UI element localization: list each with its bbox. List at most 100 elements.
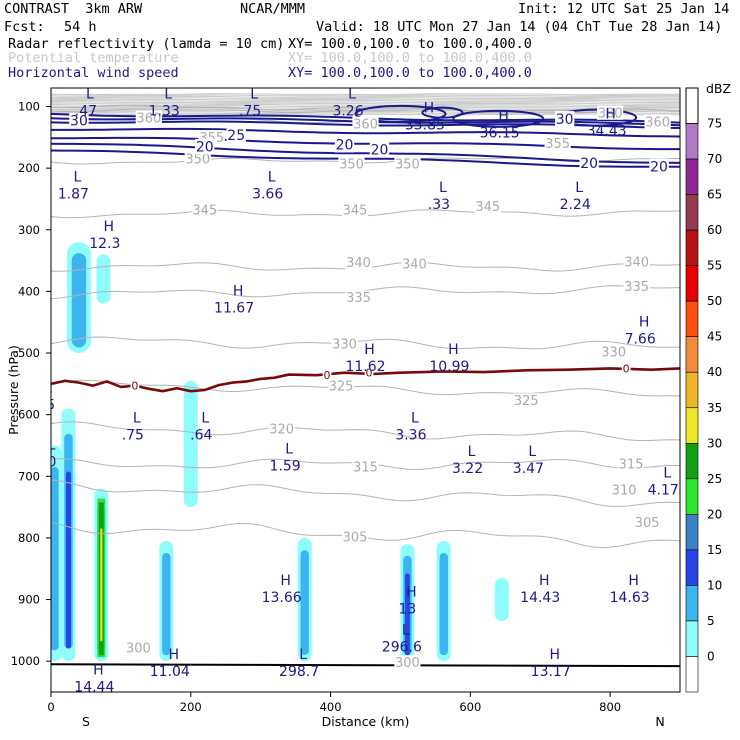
extremum-value-17: .75 <box>122 428 144 444</box>
colorbar-label-0: 0 <box>707 649 715 663</box>
colorbar-label-55: 55 <box>707 259 722 273</box>
colorbar-label-65: 65 <box>707 188 722 202</box>
extremum-type-21: L <box>468 444 476 460</box>
reflectivity-peak-8 <box>404 573 410 656</box>
colorbar-cap-top <box>685 87 699 125</box>
theta-label-18: 330 <box>601 345 626 360</box>
theta-contour-325 <box>51 379 680 397</box>
extremum-type-28: H <box>628 573 639 589</box>
wind-label-1-bg <box>226 127 246 143</box>
theta-label-27: 300 <box>126 641 151 656</box>
y-tick-label-8: 900 <box>18 593 40 607</box>
theta-stratosphere-0 <box>51 93 680 96</box>
theta-contour-330 <box>51 336 680 350</box>
wind-label-5-bg <box>555 111 575 127</box>
theta-label-2: 360 <box>353 117 378 132</box>
extremum-value-33: 298.7 <box>279 664 319 680</box>
field-name-wind: Horizontal wind speed <box>8 65 179 81</box>
extremum-value-24: 00 <box>39 455 57 471</box>
colorbar-label-20: 20 <box>707 507 722 521</box>
theta-label-12-bg <box>345 255 372 270</box>
theta-label-0-bg <box>597 105 624 120</box>
theta-contour-upper-370 <box>51 108 680 114</box>
freezing-label-3-bg <box>621 362 631 375</box>
extremum-type-23: L <box>663 465 671 481</box>
colorbar-swatch-15 <box>685 656 699 693</box>
y-tick-label-1: 200 <box>18 161 40 175</box>
theta-label-10-bg <box>341 202 369 218</box>
theta-label-22-bg <box>352 459 379 475</box>
field-xy-theta: XY= 100.0,100.0 to 100.0,400.0 <box>288 50 532 66</box>
wind-jet-core-3 <box>421 106 464 119</box>
theta-label-25-bg <box>634 515 661 530</box>
valid-time: Valid: 18 UTC Mon 27 Jan 14 (04 ChT Tue … <box>316 19 723 35</box>
theta-stratosphere-7 <box>51 102 680 105</box>
theta-label-16: 335 <box>624 280 649 295</box>
reflectivity-core-5 <box>162 553 171 656</box>
theta-label-1: 360 <box>136 111 161 126</box>
theta-label-17-bg <box>331 336 358 351</box>
theta-label-11-bg <box>474 199 501 214</box>
theta-label-19: 325 <box>329 379 354 394</box>
theta-label-17: 330 <box>332 337 357 352</box>
theta-label-16-bg <box>623 279 650 294</box>
extremum-value-26: 13 <box>399 601 417 617</box>
extremum-type-27: H <box>539 573 550 589</box>
reflectivity-35-4 <box>100 528 103 642</box>
extremum-value-23: 4.17 <box>648 482 679 498</box>
theta-label-6: 350 <box>185 153 210 168</box>
freezing-label-2-bg <box>364 366 374 379</box>
y-axis-title: Pressure (hPa) <box>6 345 21 435</box>
extremum-value-27: 14.43 <box>520 590 560 606</box>
theta-label-14-bg <box>623 254 650 269</box>
colorbar-label-45: 45 <box>707 330 722 344</box>
extremum-value-9: .33 <box>428 197 450 213</box>
extremum-type-26: H <box>406 584 417 600</box>
extremum-value-3: 3.26 <box>332 103 363 119</box>
theta-label-24-bg <box>610 482 638 497</box>
wind-label-0-bg <box>69 112 89 129</box>
colorbar-label-30: 30 <box>707 436 722 450</box>
colorbar-swatch-7 <box>685 371 699 409</box>
theta-label-0: 380 <box>598 106 623 121</box>
theta-label-21: 320 <box>269 423 294 438</box>
extremum-type-24: L <box>48 438 56 454</box>
theta-label-7: 350 <box>339 157 364 172</box>
colorbar-label-15: 15 <box>707 543 722 557</box>
theta-label-25: 305 <box>635 516 660 531</box>
wind-label-1: 25 <box>227 128 245 144</box>
extremum-type-0: L <box>86 86 94 102</box>
x-tick-label-2: 400 <box>320 700 342 714</box>
wind-label-7-bg <box>649 158 669 174</box>
extremum-value-28: 14.63 <box>610 590 650 606</box>
theta-label-13-bg <box>401 256 428 271</box>
colorbar-swatch-11 <box>685 514 699 551</box>
field-name-theta: Potential temperature <box>8 50 179 66</box>
wind-label-0: 30 <box>70 114 88 130</box>
theta-label-18-bg <box>600 344 627 359</box>
y-tick-label-9: 1000 <box>11 654 40 668</box>
extremum-value-14: 11.62 <box>345 359 385 375</box>
extremum-type-7: L <box>73 170 81 186</box>
extremum-type-20: L <box>285 441 293 457</box>
plot-frame <box>50 87 681 693</box>
extremum-value-19: 3.36 <box>395 428 426 444</box>
fcst-label: Fcst: <box>4 19 45 35</box>
extremum-type-14: H <box>364 342 375 358</box>
colorbar-label-70: 70 <box>707 152 722 166</box>
theta-label-15: 335 <box>346 291 371 306</box>
extremum-value-25: 13.66 <box>262 590 302 606</box>
extremum-type-9: L <box>439 180 447 196</box>
colorbar-unit: dBZ <box>706 81 731 96</box>
y-tick-label-5: 600 <box>18 408 40 422</box>
theta-stratosphere-1 <box>51 94 680 97</box>
theta-label-22: 315 <box>353 461 378 476</box>
reflectivity-cell-6 <box>183 380 198 508</box>
wind-contour-wind-20b <box>51 142 680 164</box>
theta-label-14: 340 <box>624 255 649 270</box>
colorbar-swatch-8 <box>685 407 699 444</box>
extremum-type-3: L <box>348 86 356 102</box>
theta-stratosphere-6 <box>51 101 680 104</box>
x-tick-label-4: 800 <box>599 700 621 714</box>
